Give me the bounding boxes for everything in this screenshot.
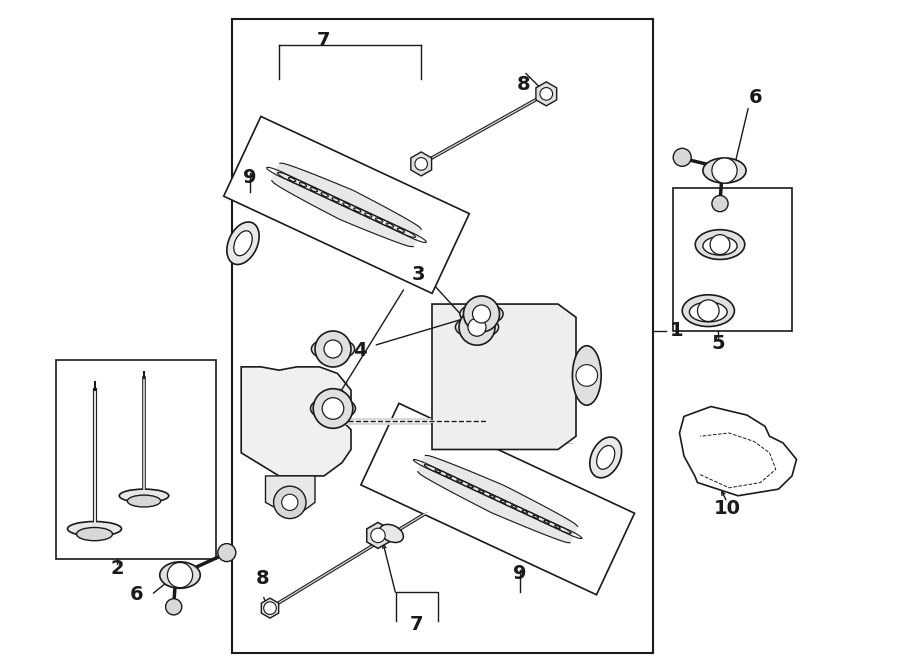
Circle shape: [322, 398, 344, 419]
Text: 3: 3: [412, 265, 425, 284]
Ellipse shape: [695, 229, 745, 259]
Ellipse shape: [119, 489, 169, 502]
Circle shape: [415, 157, 428, 171]
Circle shape: [218, 543, 236, 562]
Ellipse shape: [310, 397, 356, 420]
Polygon shape: [272, 163, 421, 247]
Bar: [673, 188, 792, 330]
Text: 7: 7: [317, 32, 331, 50]
Ellipse shape: [682, 295, 734, 327]
Ellipse shape: [703, 237, 737, 255]
Circle shape: [468, 318, 486, 336]
Circle shape: [274, 486, 306, 519]
Bar: [224, 116, 469, 293]
Ellipse shape: [689, 302, 727, 322]
Circle shape: [472, 305, 490, 323]
Circle shape: [464, 296, 500, 332]
Ellipse shape: [128, 495, 161, 507]
Text: 7: 7: [410, 615, 424, 634]
Text: 2: 2: [110, 559, 124, 578]
Polygon shape: [536, 82, 557, 106]
Ellipse shape: [227, 222, 259, 264]
Ellipse shape: [76, 527, 112, 541]
Text: 8: 8: [517, 75, 531, 94]
Ellipse shape: [234, 231, 252, 256]
Ellipse shape: [590, 437, 622, 478]
Ellipse shape: [460, 303, 503, 325]
Text: 8: 8: [256, 569, 270, 588]
Circle shape: [167, 563, 193, 588]
Text: 6: 6: [130, 586, 144, 604]
Polygon shape: [366, 522, 390, 549]
Circle shape: [459, 309, 495, 345]
Text: 4: 4: [353, 341, 367, 360]
Circle shape: [313, 389, 353, 428]
Polygon shape: [241, 367, 351, 476]
Circle shape: [576, 365, 598, 386]
Ellipse shape: [703, 158, 746, 183]
Circle shape: [166, 599, 182, 615]
Polygon shape: [261, 598, 279, 618]
Text: 9: 9: [513, 564, 526, 583]
Circle shape: [540, 87, 553, 100]
Text: 1: 1: [670, 321, 684, 340]
Text: 10: 10: [714, 500, 741, 518]
Ellipse shape: [68, 522, 122, 536]
Circle shape: [324, 340, 342, 358]
Ellipse shape: [597, 446, 615, 469]
Bar: [361, 403, 634, 595]
Ellipse shape: [380, 524, 403, 543]
Polygon shape: [680, 407, 796, 496]
Circle shape: [315, 331, 351, 367]
Ellipse shape: [160, 562, 200, 588]
Circle shape: [371, 528, 385, 543]
Circle shape: [282, 494, 298, 510]
Ellipse shape: [572, 346, 601, 405]
Text: 5: 5: [711, 334, 725, 353]
Bar: [232, 19, 653, 653]
Circle shape: [712, 158, 737, 183]
Text: 9: 9: [243, 168, 257, 186]
Circle shape: [712, 196, 728, 212]
Polygon shape: [418, 455, 578, 543]
Circle shape: [264, 602, 276, 615]
Polygon shape: [266, 476, 315, 512]
Ellipse shape: [311, 338, 355, 360]
Polygon shape: [432, 304, 576, 449]
Text: 6: 6: [749, 89, 763, 107]
Ellipse shape: [455, 317, 499, 338]
Polygon shape: [410, 152, 432, 176]
Circle shape: [710, 235, 730, 254]
Circle shape: [698, 300, 719, 321]
Bar: [56, 360, 216, 559]
Circle shape: [673, 148, 691, 167]
